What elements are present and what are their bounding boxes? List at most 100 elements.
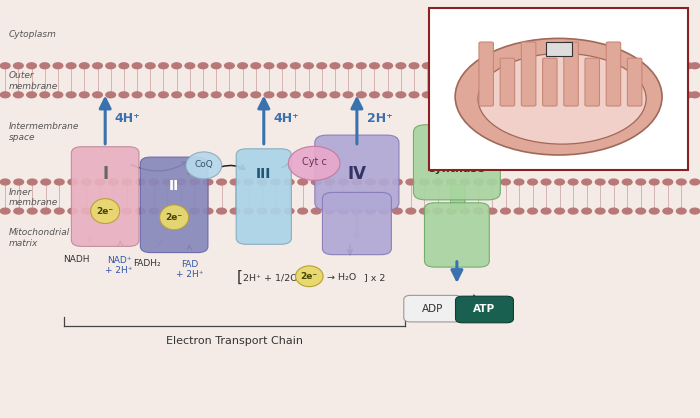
Circle shape bbox=[370, 92, 379, 98]
Text: Outer
membrane: Outer membrane bbox=[8, 71, 58, 91]
Circle shape bbox=[149, 179, 159, 185]
Circle shape bbox=[106, 63, 116, 69]
Text: 4H⁺: 4H⁺ bbox=[115, 112, 141, 125]
Circle shape bbox=[396, 92, 406, 98]
Circle shape bbox=[433, 208, 442, 214]
FancyBboxPatch shape bbox=[542, 58, 557, 106]
Circle shape bbox=[356, 63, 366, 69]
Circle shape bbox=[676, 208, 686, 214]
FancyBboxPatch shape bbox=[414, 125, 500, 200]
Circle shape bbox=[119, 63, 129, 69]
Text: 2e⁻: 2e⁻ bbox=[301, 272, 318, 281]
Circle shape bbox=[185, 92, 195, 98]
Circle shape bbox=[225, 63, 235, 69]
Circle shape bbox=[514, 179, 524, 185]
Circle shape bbox=[40, 63, 50, 69]
Circle shape bbox=[690, 63, 699, 69]
Circle shape bbox=[108, 179, 118, 185]
Circle shape bbox=[14, 208, 24, 214]
Circle shape bbox=[284, 179, 294, 185]
Circle shape bbox=[146, 92, 155, 98]
Circle shape bbox=[298, 179, 307, 185]
Circle shape bbox=[541, 179, 551, 185]
Circle shape bbox=[474, 179, 483, 185]
Text: 2e⁻: 2e⁻ bbox=[97, 206, 113, 216]
Circle shape bbox=[277, 92, 287, 98]
Circle shape bbox=[149, 208, 159, 214]
Circle shape bbox=[198, 92, 208, 98]
Text: III: III bbox=[256, 167, 272, 181]
Circle shape bbox=[370, 63, 379, 69]
Circle shape bbox=[393, 179, 402, 185]
FancyBboxPatch shape bbox=[323, 192, 391, 255]
Circle shape bbox=[676, 179, 686, 185]
Circle shape bbox=[162, 179, 172, 185]
Circle shape bbox=[230, 179, 240, 185]
Circle shape bbox=[277, 63, 287, 69]
Circle shape bbox=[343, 92, 353, 98]
Circle shape bbox=[1, 179, 10, 185]
Ellipse shape bbox=[160, 205, 188, 230]
Text: Cyt c: Cyt c bbox=[302, 157, 327, 167]
Circle shape bbox=[264, 92, 274, 98]
Circle shape bbox=[690, 179, 699, 185]
Circle shape bbox=[317, 63, 327, 69]
Circle shape bbox=[217, 179, 226, 185]
Circle shape bbox=[343, 63, 353, 69]
Circle shape bbox=[251, 63, 260, 69]
Circle shape bbox=[325, 208, 335, 214]
Circle shape bbox=[92, 63, 102, 69]
Text: Intermembrane
space: Intermembrane space bbox=[8, 122, 79, 142]
Circle shape bbox=[53, 92, 63, 98]
Circle shape bbox=[555, 208, 564, 214]
Circle shape bbox=[185, 63, 195, 69]
Circle shape bbox=[422, 92, 432, 98]
Circle shape bbox=[582, 208, 591, 214]
Circle shape bbox=[352, 208, 362, 214]
Circle shape bbox=[650, 208, 659, 214]
Circle shape bbox=[27, 208, 37, 214]
Text: nH⁺: nH⁺ bbox=[466, 112, 492, 125]
Text: II: II bbox=[169, 179, 179, 193]
Circle shape bbox=[568, 208, 578, 214]
Circle shape bbox=[198, 63, 208, 69]
Circle shape bbox=[13, 63, 23, 69]
Text: ATP: ATP bbox=[473, 304, 496, 314]
Circle shape bbox=[211, 92, 221, 98]
Circle shape bbox=[136, 208, 145, 214]
Circle shape bbox=[406, 208, 416, 214]
Circle shape bbox=[663, 208, 673, 214]
Circle shape bbox=[172, 63, 181, 69]
Circle shape bbox=[396, 63, 406, 69]
FancyBboxPatch shape bbox=[500, 58, 514, 106]
FancyBboxPatch shape bbox=[236, 149, 291, 244]
Circle shape bbox=[176, 208, 186, 214]
Circle shape bbox=[500, 208, 510, 214]
Circle shape bbox=[393, 208, 402, 214]
FancyBboxPatch shape bbox=[585, 58, 599, 106]
Circle shape bbox=[225, 92, 235, 98]
FancyBboxPatch shape bbox=[424, 203, 489, 267]
Text: ADP: ADP bbox=[422, 303, 443, 314]
FancyBboxPatch shape bbox=[564, 42, 578, 106]
Circle shape bbox=[132, 92, 142, 98]
Circle shape bbox=[595, 179, 605, 185]
Circle shape bbox=[419, 179, 429, 185]
Circle shape bbox=[66, 92, 76, 98]
Circle shape bbox=[190, 179, 200, 185]
Circle shape bbox=[68, 179, 78, 185]
FancyBboxPatch shape bbox=[404, 296, 462, 322]
Circle shape bbox=[66, 63, 76, 69]
Circle shape bbox=[264, 63, 274, 69]
Circle shape bbox=[55, 179, 64, 185]
Text: FADH₂: FADH₂ bbox=[133, 259, 160, 268]
Circle shape bbox=[582, 179, 591, 185]
Circle shape bbox=[41, 179, 50, 185]
Circle shape bbox=[68, 208, 78, 214]
Circle shape bbox=[53, 63, 63, 69]
Circle shape bbox=[203, 208, 213, 214]
Text: I: I bbox=[102, 165, 108, 183]
Circle shape bbox=[271, 208, 281, 214]
Circle shape bbox=[312, 208, 321, 214]
Ellipse shape bbox=[455, 38, 662, 155]
